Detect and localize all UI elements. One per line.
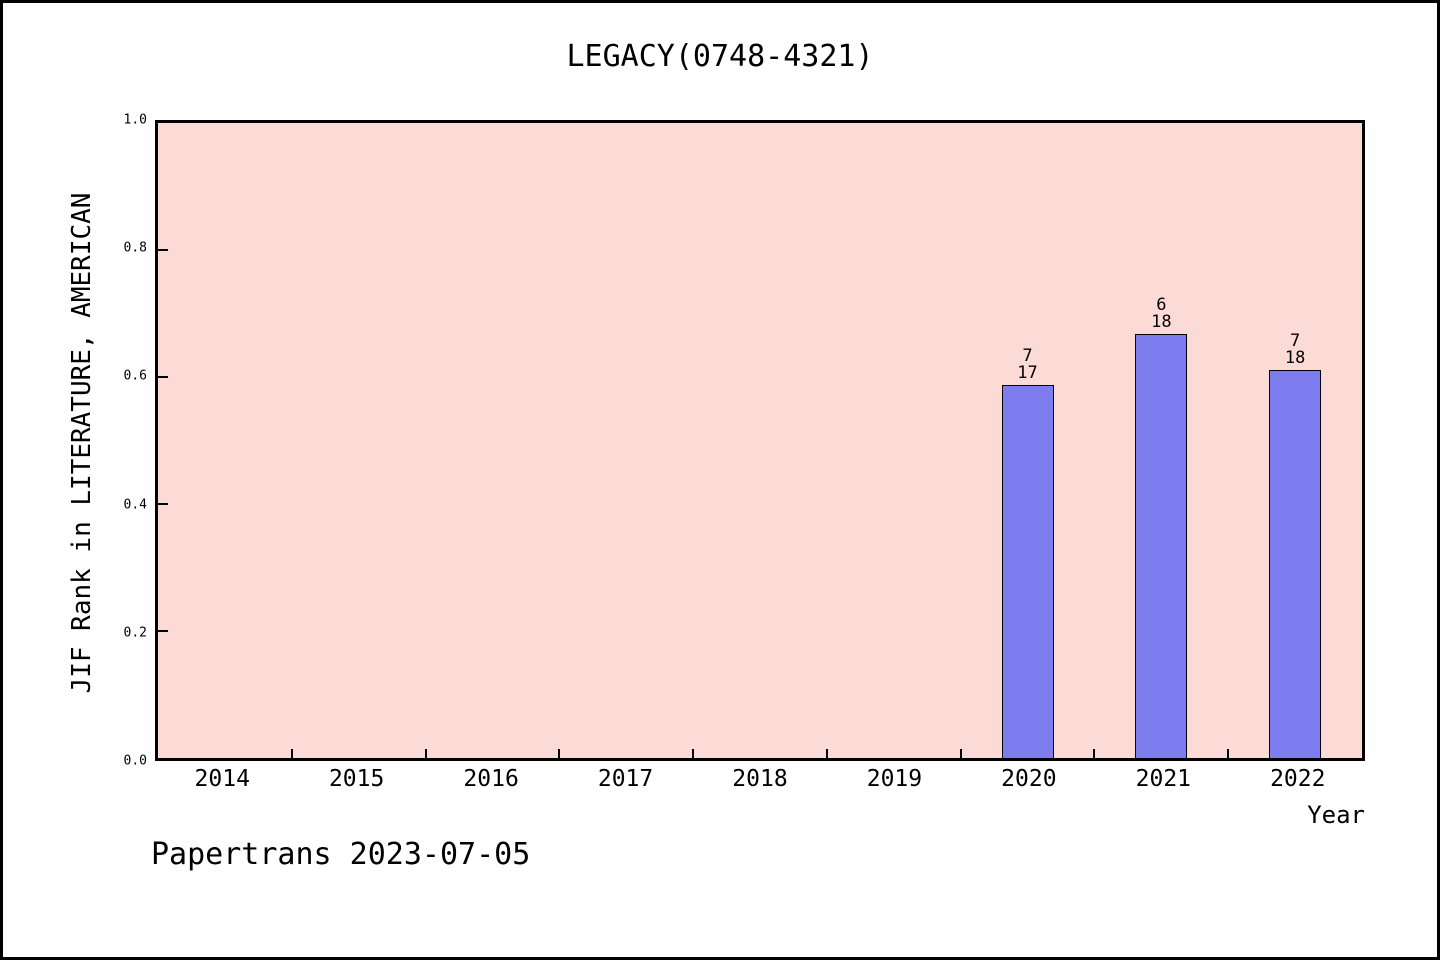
x-tick-mark bbox=[290, 749, 293, 758]
bar-label-total: 18 bbox=[1151, 312, 1172, 333]
x-tick-label: 2014 bbox=[194, 766, 250, 792]
x-tick-label: 2017 bbox=[597, 766, 654, 792]
chart-title: LEGACY(0748-4321) bbox=[566, 39, 874, 74]
y-tick-labels: 0.0 0.2 0.4 0.6 0.8 1.0 bbox=[107, 114, 147, 768]
x-tick-label: 2020 bbox=[1001, 766, 1057, 792]
bar-label-rank: 7 bbox=[1289, 331, 1301, 352]
x-tick-mark bbox=[424, 749, 427, 758]
plot-wrap: 7 17 6 18 7 18 0.0 0.2 0.4 0.6 0.8 1.0 2014 2015 201… bbox=[124, 114, 1365, 827]
bar-label-rank: 6 bbox=[1156, 295, 1167, 316]
y-tick-label: 0.6 bbox=[123, 368, 147, 384]
bar-value-label: 6 18 bbox=[1151, 297, 1171, 331]
y-tick-label: 0.0 bbox=[123, 753, 147, 769]
x-tick-label: 2015 bbox=[328, 766, 385, 792]
x-tick-label: 2018 bbox=[732, 766, 788, 792]
y-axis-label: JIF Rank in LITERATURE, AMERICAN bbox=[67, 192, 97, 694]
bar-label-total: 17 bbox=[1017, 362, 1038, 383]
y-tick-mark bbox=[158, 630, 168, 632]
y-tick-mark bbox=[158, 376, 168, 378]
y-tick-mark bbox=[158, 249, 168, 251]
footer-watermark: Papertrans 2023-07-05 bbox=[151, 837, 531, 872]
x-tick-label: 2016 bbox=[463, 766, 519, 792]
y-tick-label: 0.4 bbox=[123, 497, 147, 513]
x-tick-label: 2019 bbox=[866, 766, 923, 792]
x-tick-mark bbox=[692, 749, 695, 758]
x-tick-mark bbox=[1093, 749, 1096, 758]
y-tick-label: 0.8 bbox=[123, 240, 147, 256]
bar-2021 bbox=[1135, 334, 1188, 758]
bar-value-label: 7 17 bbox=[1017, 345, 1038, 383]
bar-2020 bbox=[1001, 384, 1054, 758]
x-tick-label: 2021 bbox=[1135, 766, 1192, 792]
plot-area: 7 17 6 18 7 18 bbox=[155, 120, 1365, 761]
x-tick-labels: 2014 2015 2016 2017 2018 2019 2020 2021 2022 bbox=[155, 767, 1365, 797]
x-axis-label: Year bbox=[1307, 801, 1365, 829]
x-tick-mark bbox=[558, 749, 561, 758]
x-tick-mark bbox=[1227, 749, 1230, 758]
x-tick-label: 2022 bbox=[1270, 766, 1326, 792]
bar-value-label: 7 18 bbox=[1285, 333, 1305, 367]
bar-2022 bbox=[1269, 370, 1322, 758]
bar-label-total: 18 bbox=[1284, 348, 1306, 369]
y-tick-mark bbox=[158, 503, 168, 505]
x-tick-mark bbox=[825, 749, 828, 758]
y-tick-label: 0.2 bbox=[123, 625, 147, 641]
bar-label-rank: 7 bbox=[1022, 345, 1033, 366]
x-tick-mark bbox=[959, 749, 962, 758]
y-tick-label: 1.0 bbox=[123, 112, 147, 128]
